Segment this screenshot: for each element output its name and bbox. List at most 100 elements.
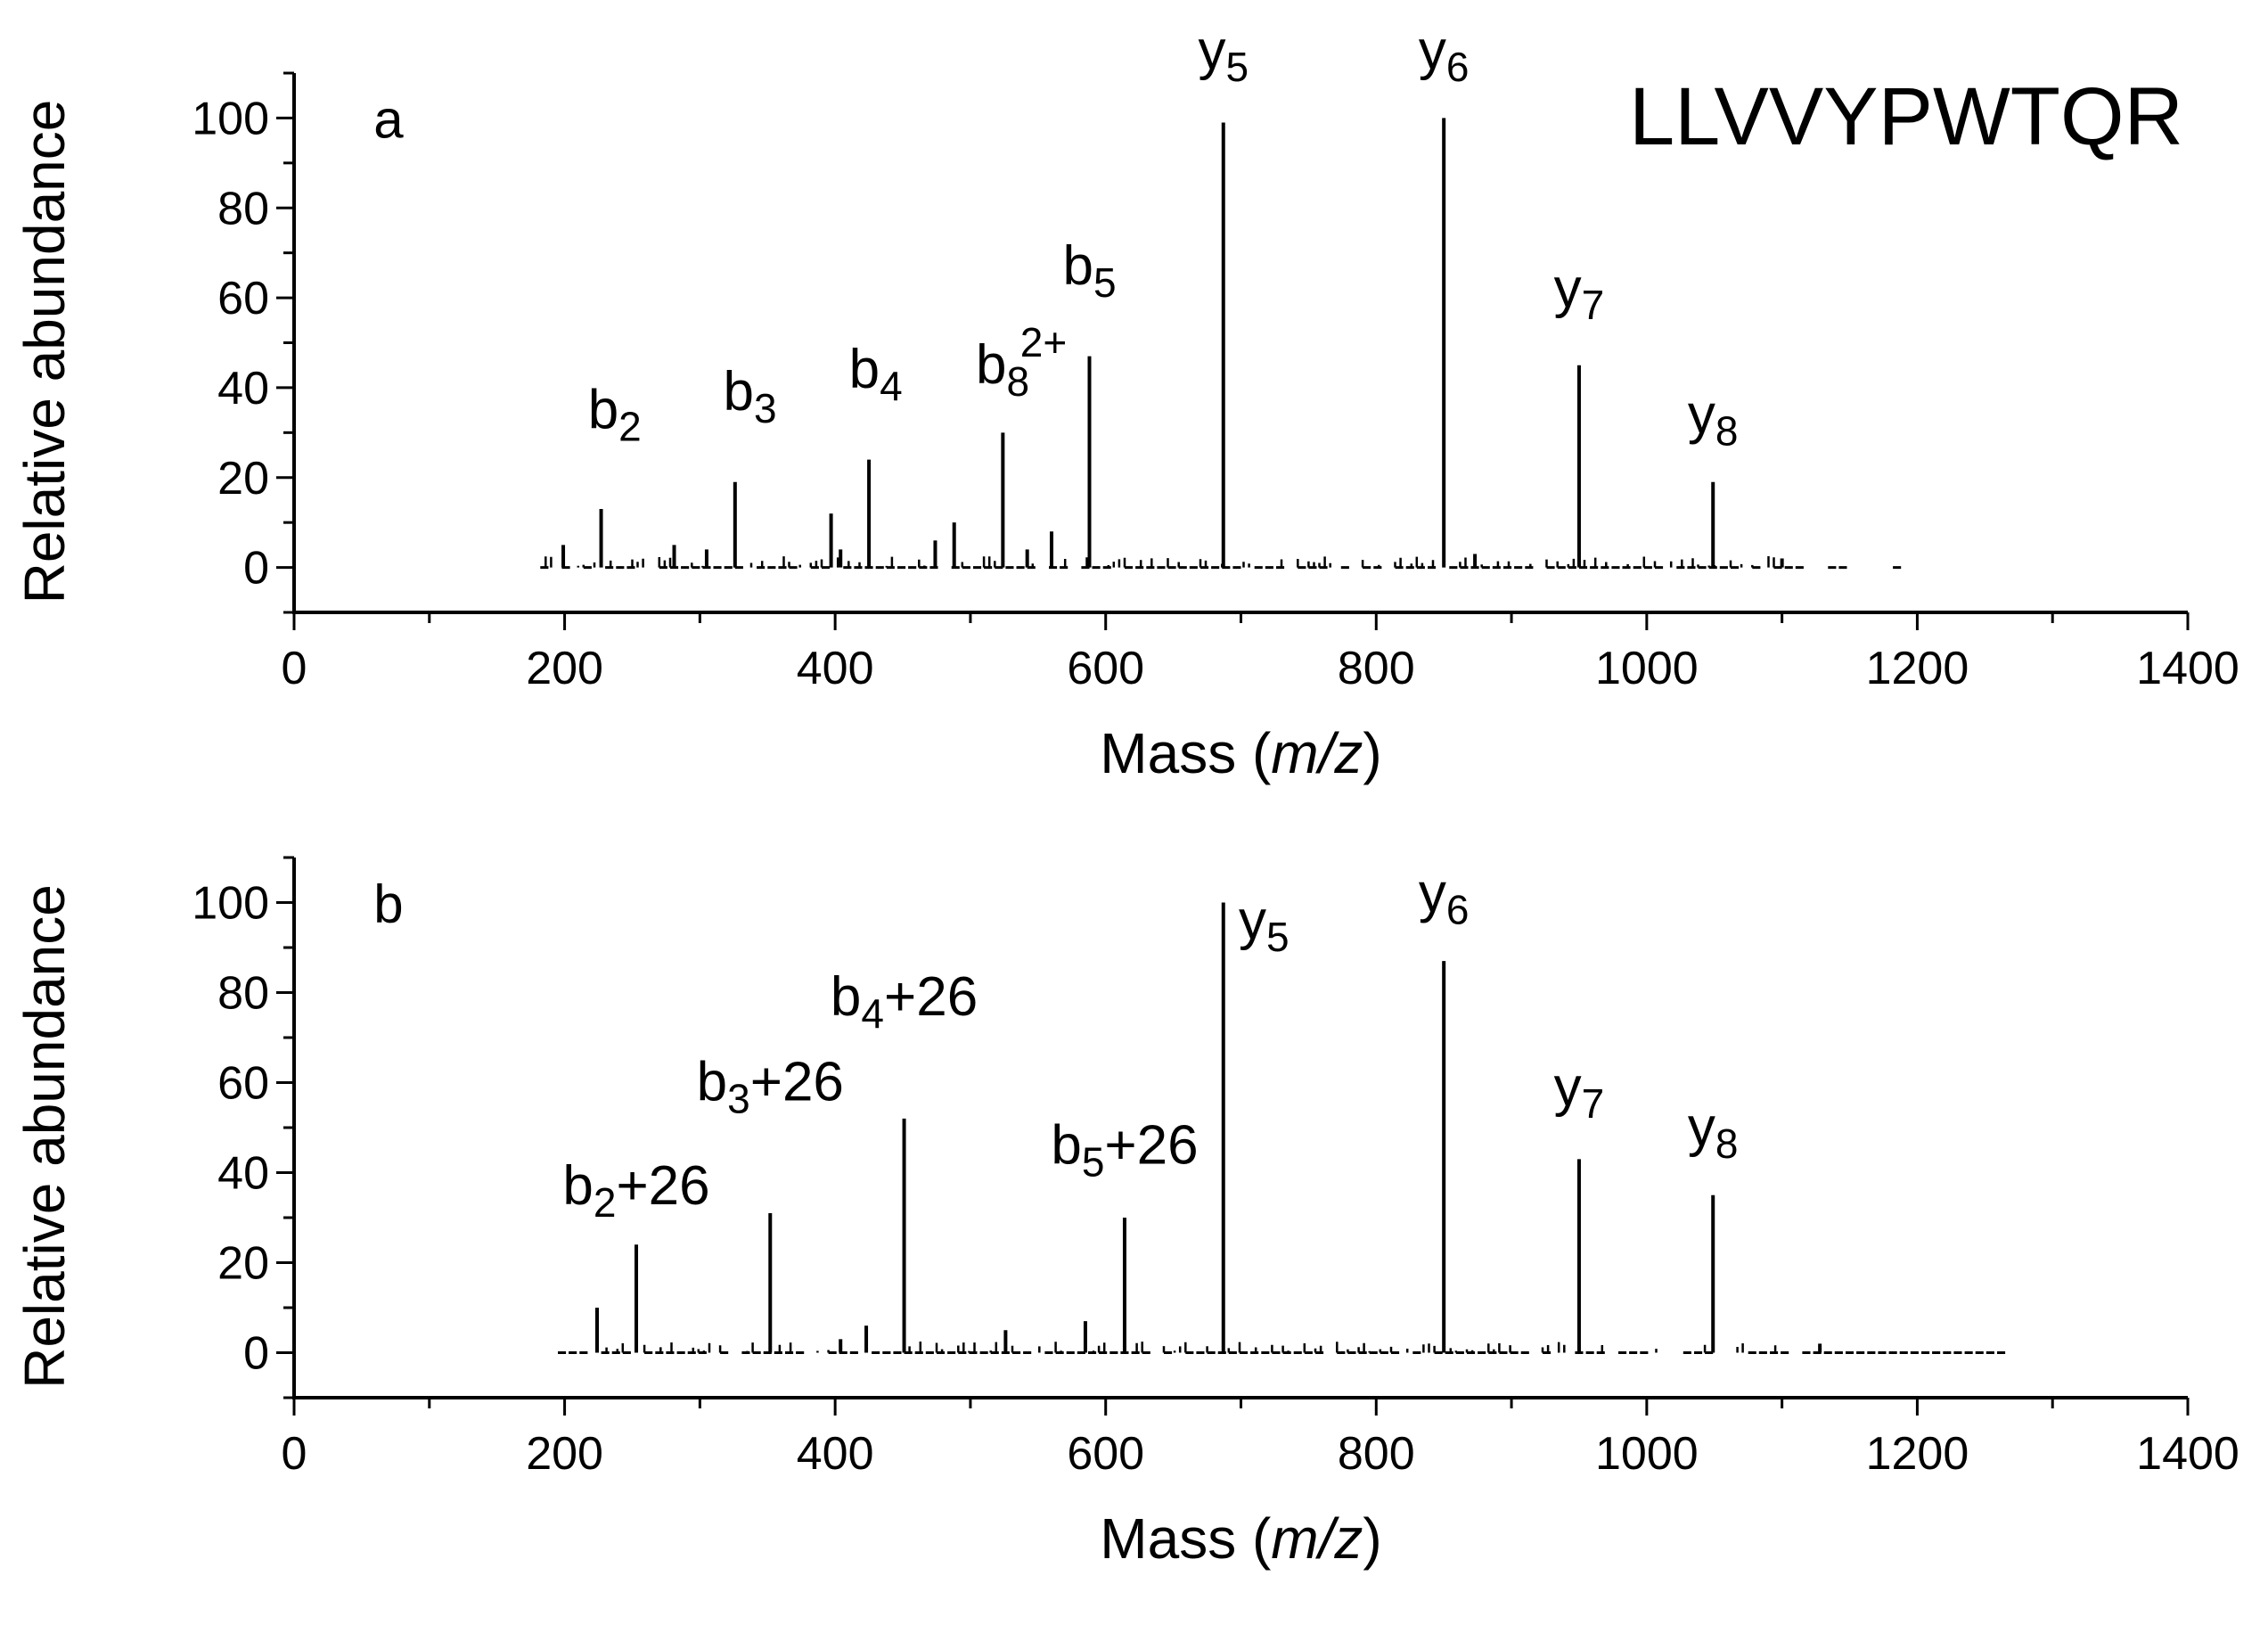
ion-subscript: 3 bbox=[727, 1076, 750, 1122]
y-tick-label: 20 bbox=[217, 453, 269, 505]
ion-subscript: 5 bbox=[1093, 259, 1117, 306]
ion-subscript: 4 bbox=[861, 990, 884, 1037]
ion-label-text: y8 bbox=[1688, 383, 1739, 454]
ion-label-text: b5 bbox=[1062, 235, 1116, 306]
x-tick-label: 1200 bbox=[1866, 643, 1969, 694]
x-tick-label: 1400 bbox=[2136, 643, 2239, 694]
x-tick-label: 600 bbox=[1067, 1428, 1144, 1480]
peptide-sequence: LLVVYPWTQR bbox=[1629, 71, 2183, 162]
ion-label-y6: y6 bbox=[1419, 863, 1470, 933]
ion-base: b bbox=[849, 339, 880, 400]
x-tick-label: 0 bbox=[282, 1428, 307, 1480]
ion-label-y7: y7 bbox=[1554, 258, 1605, 328]
x-tick-label: 400 bbox=[797, 643, 874, 694]
ion-label-text: b2+26 bbox=[562, 1155, 709, 1226]
baseline-noise bbox=[540, 556, 1902, 570]
ion-subscript: 7 bbox=[1582, 282, 1605, 328]
ion-label-text: y7 bbox=[1554, 258, 1605, 328]
x-tick-label: 800 bbox=[1338, 1428, 1415, 1480]
ion-base: b bbox=[697, 1052, 727, 1113]
ion-suffix: +26 bbox=[750, 1052, 844, 1113]
ion-subscript: 2 bbox=[594, 1179, 617, 1226]
ion-subscript: 6 bbox=[1446, 887, 1470, 933]
ion-label-text: b5+26 bbox=[1051, 1114, 1198, 1185]
spectrum-panel-b: 0 200 400 600 800 1000 1200 1400 0 20 40 60 80 100 Mas… bbox=[12, 856, 2239, 1571]
y-tick-label: 0 bbox=[243, 543, 269, 595]
ion-subscript: 4 bbox=[880, 363, 903, 409]
ion-base: b bbox=[1062, 235, 1093, 297]
y-tick-label: 100 bbox=[192, 878, 269, 930]
ion-label-b4-plus26: b4+26 bbox=[831, 966, 978, 1037]
ion-suffix: +26 bbox=[1104, 1114, 1198, 1176]
x-tick-label: 200 bbox=[526, 643, 603, 694]
ion-base: y bbox=[1419, 20, 1446, 81]
ion-base: y bbox=[1688, 1096, 1715, 1158]
x-tick-label: 1000 bbox=[1595, 643, 1699, 694]
y-tick-label: 100 bbox=[192, 93, 269, 144]
ion-subscript: 3 bbox=[754, 385, 777, 431]
ion-label-text: y5 bbox=[1239, 890, 1290, 960]
x-axis-title: Mass (m/z) bbox=[1100, 721, 1381, 785]
noise-spikes bbox=[544, 556, 1775, 568]
ion-subscript: 8 bbox=[1006, 358, 1029, 405]
ion-base: y bbox=[1419, 863, 1446, 924]
ion-base: b bbox=[723, 361, 753, 423]
x-axis-title: Mass (m/z) bbox=[1100, 1506, 1381, 1571]
ion-subscript: 6 bbox=[1446, 44, 1470, 90]
ion-label-y7: y7 bbox=[1554, 1056, 1605, 1127]
x-axis-title-unit: m/z bbox=[1271, 1506, 1363, 1571]
x-axis-title-close: ) bbox=[1363, 721, 1381, 785]
ion-label-text: b2 bbox=[588, 379, 642, 449]
y-axis-title: Relative abundance bbox=[12, 884, 77, 1389]
ion-subscript: 2 bbox=[618, 403, 642, 449]
ion-base: b bbox=[588, 379, 618, 440]
ion-label-text: y5 bbox=[1198, 20, 1249, 90]
y-tick-label: 0 bbox=[243, 1328, 269, 1380]
ion-label-y6: y6 bbox=[1419, 20, 1470, 90]
spectrum-panel-a: 0 200 400 600 800 1000 1200 1400 0 20 40 60 80 100 Mas… bbox=[12, 20, 2239, 785]
ion-label-b3-plus26: b3+26 bbox=[697, 1052, 844, 1122]
ion-suffix: +26 bbox=[884, 966, 978, 1028]
x-tick-label: 1400 bbox=[2136, 1428, 2239, 1480]
x-tick-label: 200 bbox=[526, 1428, 603, 1480]
y-tick-label: 60 bbox=[217, 273, 269, 324]
ion-suffix: +26 bbox=[616, 1155, 709, 1217]
baseline-noise bbox=[558, 1342, 2006, 1354]
ion-base: b bbox=[1051, 1114, 1081, 1176]
ion-label-b5: b5 bbox=[1062, 235, 1116, 306]
ion-base: y bbox=[1554, 258, 1582, 319]
ion-label-text: y6 bbox=[1419, 863, 1470, 933]
ion-label-text: b3 bbox=[723, 361, 776, 431]
ion-base: y bbox=[1239, 890, 1266, 951]
ion-label-b2: b2 bbox=[588, 379, 642, 449]
noise-spikes bbox=[605, 1342, 1777, 1353]
ion-base: b bbox=[562, 1155, 593, 1217]
ion-base: b bbox=[976, 334, 1006, 396]
y-tick-label: 80 bbox=[217, 183, 269, 234]
ion-superscript: 2+ bbox=[1020, 319, 1067, 365]
ion-base: y bbox=[1688, 383, 1715, 445]
y-axis-title: Relative abundance bbox=[12, 100, 77, 604]
panel-letter: a bbox=[373, 89, 404, 149]
ion-label-b8: b82+ bbox=[976, 319, 1067, 405]
x-tick-label: 800 bbox=[1338, 643, 1415, 694]
ion-label-text: b8 bbox=[976, 334, 1029, 405]
x-tick-label: 600 bbox=[1067, 643, 1144, 694]
ion-label-b3: b3 bbox=[723, 361, 776, 431]
ion-base: y bbox=[1198, 20, 1225, 81]
x-axis-title-unit: m/z bbox=[1271, 721, 1363, 785]
ion-label-text: b4+26 bbox=[831, 966, 978, 1037]
ion-label-b5-plus26: b5+26 bbox=[1051, 1114, 1198, 1185]
ion-base: b bbox=[831, 966, 861, 1028]
ion-subscript: 7 bbox=[1582, 1080, 1605, 1127]
ion-label-y8: y8 bbox=[1688, 1096, 1739, 1167]
ion-label-b4: b4 bbox=[849, 339, 903, 409]
ion-label-y5: y5 bbox=[1198, 20, 1249, 90]
x-axis-title-main: Mass ( bbox=[1100, 1506, 1271, 1571]
panel-letter: b bbox=[373, 874, 403, 934]
x-tick-label: 0 bbox=[282, 643, 307, 694]
ion-label-y5: y5 bbox=[1239, 890, 1290, 960]
y-tick-label: 60 bbox=[217, 1058, 269, 1110]
y-tick-label: 80 bbox=[217, 968, 269, 1020]
x-axis-title-main: Mass ( bbox=[1100, 721, 1271, 785]
